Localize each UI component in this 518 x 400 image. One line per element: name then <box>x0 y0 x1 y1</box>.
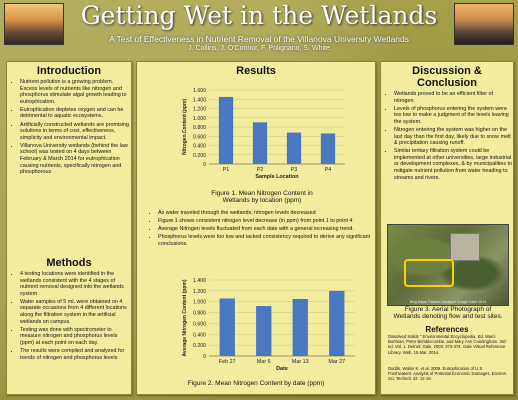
y-tick-label: 0.800 <box>193 125 206 131</box>
results-bullet: Figure 1 shows consistent nitrogen level… <box>158 218 386 225</box>
y-tick-label: 0 <box>203 354 206 360</box>
methods-list: 4 testing locations were identified in t… <box>7 271 131 361</box>
bar <box>320 133 336 164</box>
results-bullet: As water traveled through the wetlands, … <box>158 210 386 217</box>
discussion-panel: Discussion & Conclusion Wetlands proved … <box>380 61 514 395</box>
bar <box>292 299 308 356</box>
x-tick-label: Feb 27 <box>219 359 236 365</box>
bar <box>256 306 272 356</box>
discussion-bullet: Levels of phosphorus entering the system… <box>394 106 513 126</box>
x-axis-label: Date <box>276 366 288 372</box>
y-tick-label: 1.400 <box>193 97 206 103</box>
methods-bullet: Testing was done with spectrometer to me… <box>20 327 131 347</box>
x-tick-label: P4 <box>325 167 332 173</box>
chart-nitrogen-by-date: 0 0.200 0.400 0.600 0.800 1.000 1.200 1.400 Feb … <box>182 278 355 372</box>
bar <box>218 96 234 164</box>
aerial-photo: Bing Maps/ Pauline Canappel Google Earth… <box>387 224 509 306</box>
discussion-bullet: Similar tertiary filtration system could… <box>394 148 513 181</box>
discussion-list: Wetlands proved to be an efficient filte… <box>381 91 513 235</box>
introduction-bullet: Villanova University wetlands (behind th… <box>20 143 131 176</box>
y-tick-label: 0.600 <box>193 321 206 327</box>
aerial-flow-outline <box>404 259 454 287</box>
y-tick-label: 1.000 <box>193 300 206 306</box>
references-heading: References <box>425 325 469 334</box>
aerial-photo-source: Bing Maps/ Pauline Canappel Google Earth… <box>409 300 487 304</box>
poster-subtitle: A Test of Effectiveness in Nutrient Remo… <box>109 34 409 44</box>
discussion-bullet: Wetlands proved to be an efficient filte… <box>394 91 513 104</box>
methods-heading: Methods <box>46 257 92 269</box>
y-tick-label: 0 <box>203 162 206 168</box>
results-heading: Results <box>236 65 276 77</box>
figure-1-caption: Figure 1. Mean Nitrogen Content in Wetla… <box>211 190 313 204</box>
y-tick-label: 0.200 <box>193 153 206 159</box>
y-tick-label: 0.400 <box>193 332 206 338</box>
y-tick-label: 0.600 <box>193 134 206 140</box>
x-tick-label: P3 <box>291 167 298 173</box>
introduction-heading: Introduction <box>36 65 102 77</box>
y-tick-label: 1.200 <box>193 289 206 295</box>
y-axis-label: Nitrogen Content (ppm) <box>182 99 188 155</box>
results-bullet: Phosphorus levels were too low and lacke… <box>158 234 386 247</box>
methods-bullet: The results were compiled and analyzed f… <box>20 348 131 361</box>
poster-title: Getting Wet in the Wetlands <box>80 1 438 30</box>
x-tick-label: Mar 13 <box>292 359 309 365</box>
discussion-heading: Discussion & Conclusion <box>412 65 482 89</box>
bar <box>252 122 268 164</box>
methods-bullet: Water samples of 5 mL were obtained on 4… <box>20 299 131 325</box>
reference-item: Dodds, Walter K. et al. 2009. Eutrophica… <box>388 366 508 382</box>
introduction-bullet: Eutrophication depletes oxygen and can b… <box>20 107 131 120</box>
y-tick-label: 1.400 <box>193 278 206 284</box>
y-tick-label: 0.400 <box>193 144 206 150</box>
reference-item: Dissolved Solids " Environmental Encyclo… <box>388 334 506 355</box>
x-tick-label: P2 <box>257 167 264 173</box>
y-axis-label: Average Nitrogen Content (ppm) <box>182 279 188 356</box>
figure-3-caption: Figure 3. Aerial Photograph of Wetlands … <box>393 306 503 320</box>
header-photo-right <box>454 3 514 45</box>
poster-authors: J. Collins, J. O'Connor, F. Polignano, S… <box>188 45 330 52</box>
bar <box>219 298 235 356</box>
y-tick-label: 1.000 <box>193 116 206 122</box>
introduction-bullet: Artificially constructed wetlands are pr… <box>20 122 131 142</box>
results-bullet: Average Nitrogen levels fluctuated from … <box>158 226 386 233</box>
x-tick-label: Mar 27 <box>328 359 345 365</box>
aerial-building <box>450 233 480 261</box>
introduction-list: Nutrient pollution is a growing problem.… <box>7 79 131 250</box>
methods-bullet: 4 testing locations were identified in t… <box>20 271 131 297</box>
y-tick-label: 0.800 <box>193 311 206 317</box>
bar <box>329 290 345 356</box>
header-photo-left <box>4 3 64 45</box>
results-list: As water traveled through the wetlands, … <box>145 210 386 249</box>
introduction-methods-panel: Introduction Nutrient pollution is a gro… <box>6 61 132 395</box>
y-tick-label: 0.200 <box>193 343 206 349</box>
figure-2-caption: Figure 2. Mean Nitrogen Content by date … <box>187 380 325 387</box>
introduction-bullet: Nutrient pollution is a growing problem.… <box>20 79 131 105</box>
bar <box>286 132 302 164</box>
x-axis-label: Sample Location <box>255 174 298 180</box>
y-tick-label: 1.200 <box>193 107 206 113</box>
y-tick-label: 1.600 <box>193 88 206 94</box>
discussion-bullet: Nitrogen entering the system was higher … <box>394 127 513 147</box>
chart-nitrogen-by-location: 0 0.200 0.400 0.600 0.800 1.000 1.200 1.400 1.60… <box>182 88 345 180</box>
x-tick-label: Mar 6 <box>257 359 271 365</box>
results-panel: Results 0 0.200 0.400 0.600 0.800 1.000 1.200 1… <box>136 61 376 395</box>
x-tick-label: P1 <box>223 167 230 173</box>
